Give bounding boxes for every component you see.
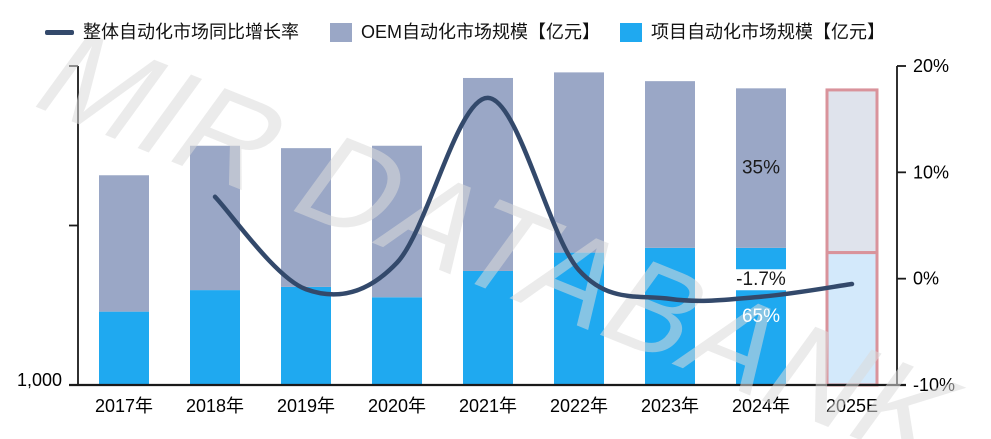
bar-2020年-oem [372,145,422,298]
annotation--1.7%: -1.7% [736,269,786,290]
bar-2025E-project-forecast [825,251,879,387]
x-axis-label: 2021年 [459,396,517,416]
annotation-bg [732,269,790,291]
growth-line [212,95,855,304]
oem-swatch-icon [330,22,352,42]
right-axis-label: 10% [913,162,949,182]
bar-2022年-project [554,252,604,385]
bar-2024年-oem [736,88,786,248]
x-axis-label: 2018年 [186,396,244,416]
bar-2017年-project [99,311,149,385]
bar-2019年-project [281,286,331,385]
x-axis-label: 2019年 [277,396,335,416]
bar-2019年-oem [281,148,331,287]
legend-item-growth-line: 整体自动化市场同比增长率 [45,21,299,43]
legend-label: 整体自动化市场同比增长率 [83,22,299,42]
legend-item-oem-market: OEM自动化市场规模【亿元】 [330,21,600,43]
left-axis-label: 1,000 [17,370,62,390]
x-axis-label: 2025E [826,396,878,416]
right-axis-label: 20% [913,56,949,76]
x-axis-label: 2017年 [95,396,153,416]
legend-label: OEM自动化市场规模【亿元】 [361,22,600,42]
bar-2017年-oem [99,175,149,312]
bar-2023年-oem [645,81,695,248]
bar-2022年-oem [554,72,604,253]
right-axis-label: 0% [913,269,939,289]
bar-2020年-project [372,297,422,385]
x-axis-label: 2022年 [550,396,608,416]
legend: 整体自动化市场同比增长率 OEM自动化市场规模【亿元】 项目自动化市场规模【亿元… [0,0,991,50]
bar-2018年-project [190,290,240,385]
right-axis-label: -10% [913,375,955,395]
x-axis-label: 2023年 [641,396,699,416]
line-swatch-icon [45,29,74,35]
legend-item-project-market: 项目自动化市场规模【亿元】 [620,21,885,43]
bar-2023年-project [645,247,695,385]
project-swatch-icon [620,22,642,42]
legend-label: 项目自动化市场规模【亿元】 [651,22,885,42]
annotation-35%: 35% [742,158,780,179]
x-axis-label: 2024年 [732,396,790,416]
annotation-65%: 65% [742,306,780,327]
x-axis-label: 2020年 [368,396,426,416]
bar-2021年-project [463,270,513,385]
